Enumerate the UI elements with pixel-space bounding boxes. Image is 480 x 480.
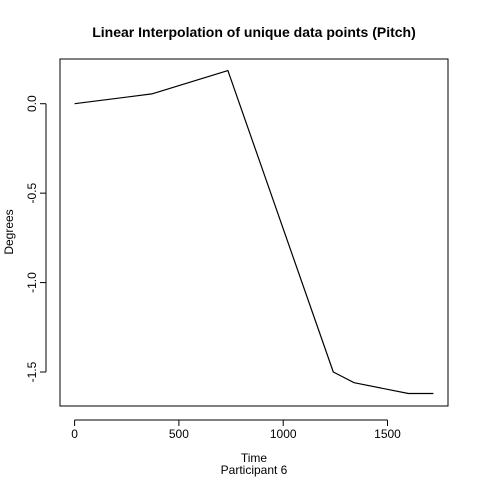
series-layer xyxy=(74,69,434,395)
y-tick-label: 0.0 xyxy=(25,95,39,112)
y-tick-label: -0.5 xyxy=(25,182,39,203)
x-tick-label: 1500 xyxy=(374,427,401,441)
y-tick-label: -1.0 xyxy=(25,272,39,293)
x-axis-label: Time xyxy=(241,451,268,465)
plot-frame xyxy=(59,58,449,407)
series-line xyxy=(74,69,434,395)
x-tick-label: 1000 xyxy=(270,427,297,441)
participant-label: Participant 6 xyxy=(221,463,288,477)
x-tick-label: 500 xyxy=(169,427,189,441)
x-axis: 0 500 1000 1500 xyxy=(71,419,401,441)
x-tick-label: 0 xyxy=(71,427,78,441)
y-axis-label: Degrees xyxy=(2,209,16,254)
y-axis: 0.0 -0.5 -1.0 -1.5 xyxy=(25,95,47,382)
chart-title: Linear Interpolation of unique data poin… xyxy=(92,24,416,40)
y-tick-label: -1.5 xyxy=(25,361,39,382)
